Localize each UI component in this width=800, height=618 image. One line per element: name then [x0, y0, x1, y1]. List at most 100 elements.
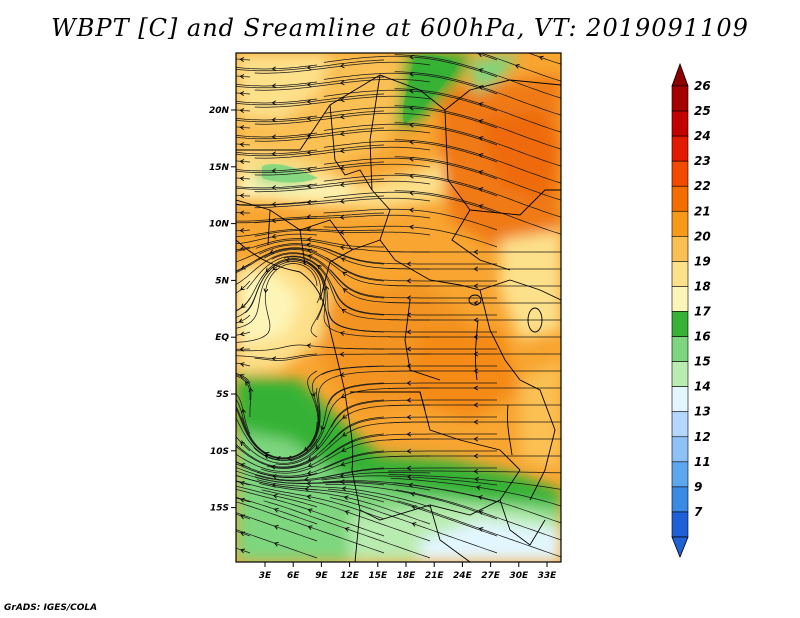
- streamline-arrow: [339, 131, 345, 137]
- streamline-arrow: [239, 362, 245, 367]
- streamline-arrow: [239, 228, 245, 233]
- streamline: [260, 258, 385, 333]
- streamline-arrow: [339, 473, 345, 479]
- streamline: [387, 302, 561, 304]
- streamline: [323, 208, 498, 231]
- streamline-arrow: [478, 153, 484, 158]
- streamline-arrow: [478, 119, 484, 124]
- colorbar-label: 23: [694, 154, 711, 168]
- streamline-arrow: [340, 257, 346, 262]
- streamline: [328, 416, 497, 445]
- lat-tick-label: EQ: [215, 333, 229, 343]
- streamline: [236, 280, 251, 294]
- streamline-arrow: [339, 245, 345, 250]
- colorbar-top-arrow: [671, 62, 689, 87]
- colorbar-swatch: [671, 436, 689, 463]
- streamline: [236, 149, 318, 155]
- streamline: [254, 180, 431, 193]
- streamline-arrow: [473, 385, 479, 391]
- streamline: [328, 312, 497, 333]
- streamline-arrow: [339, 214, 345, 220]
- colorbar-swatch: [671, 311, 689, 337]
- streamline: [327, 488, 498, 537]
- streamline: [254, 146, 431, 159]
- streamline-arrow: [340, 461, 346, 467]
- streamline: [323, 157, 498, 180]
- streamline-arrow: [341, 308, 347, 314]
- streamline-arrow: [478, 102, 484, 107]
- streamline: [236, 353, 318, 359]
- streamline: [255, 476, 431, 491]
- colorbar-swatch: [671, 160, 689, 187]
- streamline-arrow: [306, 199, 312, 205]
- streamline-arrow: [273, 524, 279, 530]
- streamline-arrow: [340, 393, 346, 398]
- colorbar-swatch: [671, 361, 689, 387]
- streamline-arrow: [339, 97, 345, 103]
- streamline: [261, 489, 431, 542]
- streamline-arrow: [473, 402, 479, 408]
- streamline: [394, 88, 561, 133]
- streamline-arrow: [342, 432, 347, 437]
- streamline-arrow: [478, 136, 484, 141]
- streamline: [236, 372, 251, 384]
- colorbar-swatch: [671, 236, 689, 262]
- streamline-arrow: [239, 57, 245, 62]
- streamline-arrow: [478, 170, 484, 175]
- streamline: [323, 247, 497, 265]
- streamline: [394, 105, 561, 150]
- streamline-arrow: [473, 453, 479, 459]
- colorbar-swatch: [671, 286, 689, 312]
- grads-credit: GrADS: IGES/COLA: [4, 603, 98, 613]
- streamline-arrow: [411, 522, 417, 527]
- streamline-arrow: [339, 198, 345, 204]
- streamline-arrow: [473, 368, 479, 374]
- streamline-arrow: [406, 380, 412, 386]
- streamline: [330, 497, 498, 554]
- streamline-arrow: [272, 265, 278, 271]
- streamlines: [236, 53, 561, 559]
- streamline: [236, 132, 318, 138]
- colorbar-swatch: [671, 461, 689, 488]
- lon-tick-label: 12E: [340, 571, 360, 581]
- streamline-arrow: [306, 99, 312, 105]
- streamline: [236, 398, 318, 459]
- streamline: [327, 382, 497, 405]
- streamline-arrow: [239, 108, 245, 113]
- streamline: [387, 470, 561, 474]
- streamline-arrow: [406, 448, 412, 454]
- streamline: [326, 257, 497, 282]
- lon-tick-label: 9E: [315, 571, 328, 581]
- streamline: [254, 112, 431, 125]
- lon-tick-label: 3E: [259, 571, 272, 581]
- streamline-arrow: [270, 464, 276, 470]
- streamline-arrow: [240, 303, 246, 309]
- streamline-arrow: [317, 264, 322, 270]
- streamline: [254, 78, 431, 91]
- streamline-arrow: [306, 481, 312, 486]
- streamline-arrow: [306, 470, 312, 476]
- lon-tick-label: 15E: [368, 571, 388, 581]
- streamline-arrow: [473, 249, 479, 255]
- colorbar-swatch: [671, 135, 689, 162]
- streamline: [236, 115, 318, 121]
- streamline: [236, 375, 251, 401]
- country-boundaries: [236, 74, 561, 562]
- streamline: [241, 370, 319, 459]
- streamline: [332, 286, 497, 316]
- streamline-arrow: [406, 278, 412, 284]
- colorbar-swatch: [671, 210, 689, 237]
- streamline: [236, 467, 385, 481]
- map-title: WBPT [C] and Sreamline at 600hPa, VT: 20…: [51, 14, 749, 42]
- lon-tick-label: 33E: [538, 571, 558, 581]
- streamline: [330, 399, 497, 428]
- streamline: [394, 173, 561, 218]
- streamline-arrow: [339, 230, 345, 235]
- streamline: [236, 416, 385, 468]
- streamline-arrow: [239, 74, 245, 79]
- streamline-arrow: [538, 55, 544, 61]
- streamline-arrow: [477, 495, 483, 500]
- streamline-arrow: [306, 82, 312, 88]
- streamline-arrow: [307, 525, 313, 530]
- streamline-arrow: [478, 527, 484, 532]
